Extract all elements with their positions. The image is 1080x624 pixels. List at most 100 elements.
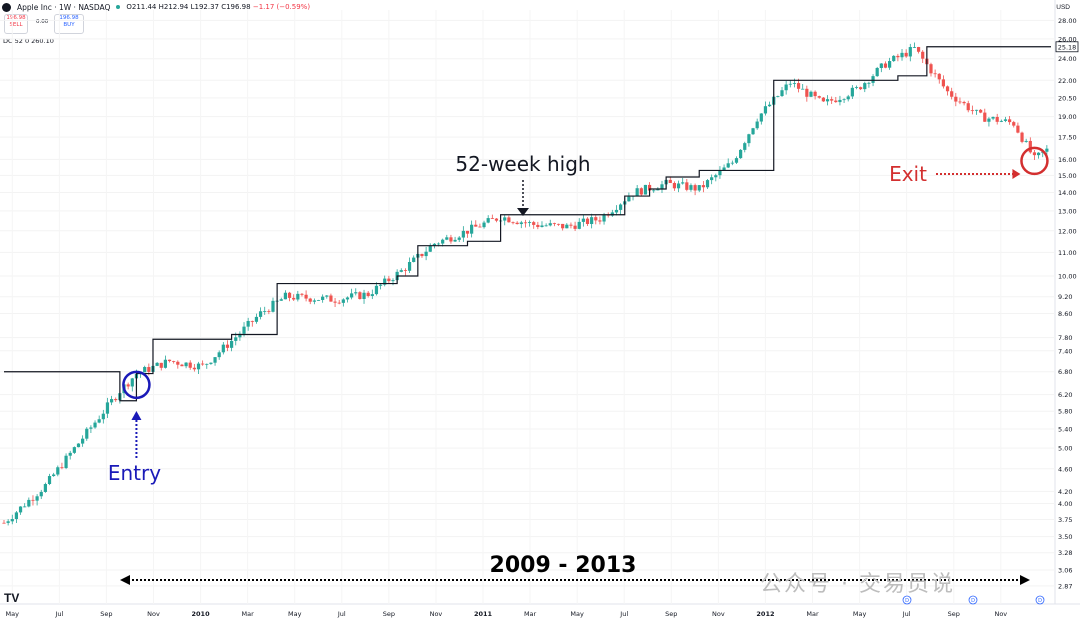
candle-body — [788, 83, 792, 85]
buy-button[interactable]: 196.98 BUY — [54, 14, 84, 34]
candle-body — [387, 278, 391, 282]
candle-body — [594, 217, 598, 221]
candle-body — [172, 361, 176, 362]
candle-body — [676, 183, 681, 189]
y-tick-label: 6.20 — [1058, 391, 1072, 399]
candle-body — [527, 222, 532, 223]
candle-body — [672, 182, 677, 189]
candle-body — [68, 452, 72, 456]
candle-body — [350, 293, 354, 298]
sell-button[interactable]: 196.98 SELL — [4, 14, 28, 34]
x-tick-label: Sep — [948, 610, 960, 618]
candle-body — [383, 278, 387, 285]
candle-body — [188, 362, 192, 368]
candle-body — [701, 185, 705, 188]
candle-body — [52, 474, 56, 477]
candle-body — [109, 399, 114, 403]
candle-body — [267, 311, 271, 312]
x-tick-label: Sep — [100, 610, 112, 618]
y-tick-label: 5.00 — [1058, 445, 1072, 453]
candle-body — [825, 99, 830, 102]
y-tick-label: 13.00 — [1058, 207, 1077, 215]
x-tick-label: Jul — [619, 610, 628, 618]
candle-body — [114, 399, 118, 401]
y-tick-label: 2.87 — [1058, 582, 1072, 590]
currency-label: USD — [1056, 4, 1070, 11]
candle-body — [321, 296, 325, 300]
candle-body — [312, 300, 316, 302]
candle-body — [378, 284, 383, 286]
candle-body — [254, 316, 259, 322]
spread-value: 0.00 — [36, 19, 49, 25]
candle-body — [436, 243, 441, 245]
candle-body — [31, 499, 35, 501]
y-tick-label: 7.80 — [1058, 334, 1072, 342]
candle-body — [283, 292, 288, 300]
candle-body — [370, 294, 374, 296]
candle-body — [908, 47, 912, 57]
candle-body — [796, 83, 801, 89]
candle-body — [962, 101, 966, 104]
candle-body — [23, 506, 27, 508]
y-tick-label: 26.00 — [1058, 35, 1077, 43]
candle-body — [391, 280, 395, 282]
tradingview-logo-icon: TV — [4, 591, 20, 605]
candle-body — [635, 188, 639, 196]
candle-body — [602, 214, 606, 222]
x-tick-label: Jul — [902, 610, 911, 618]
candle-body — [556, 223, 561, 225]
candle-body — [945, 86, 950, 92]
candle-body — [892, 55, 896, 62]
annotation-entry: Entry — [108, 461, 161, 485]
candle-body — [830, 99, 834, 101]
candle-body — [883, 63, 888, 68]
dividend-marker-icon — [1035, 595, 1045, 605]
candle-body — [817, 96, 821, 98]
x-tick-label: May — [570, 610, 584, 618]
candle-body — [10, 519, 14, 522]
candle-body — [126, 384, 130, 387]
candle-body — [668, 179, 672, 183]
y-tick-label: 11.00 — [1058, 249, 1077, 257]
candle-body — [834, 100, 838, 103]
y-tick-label: 7.40 — [1058, 347, 1072, 355]
y-tick-label: 5.80 — [1058, 408, 1072, 416]
candle-body — [842, 99, 846, 101]
candle-body — [904, 52, 908, 57]
candle-body — [292, 297, 296, 300]
candle-body — [780, 90, 784, 96]
candle-body — [155, 362, 159, 366]
candle-body — [490, 218, 494, 219]
candle-body — [536, 224, 540, 228]
candle-body — [358, 292, 362, 299]
candle-body — [718, 170, 722, 176]
candle-body — [341, 299, 345, 303]
candle-body — [569, 224, 573, 226]
candle-body — [805, 88, 809, 97]
candle-body — [221, 344, 225, 353]
last-price-tag-label: 25.18 — [1058, 43, 1077, 51]
candle-body — [304, 294, 308, 299]
donchian-high-line — [4, 46, 1051, 402]
candle-body — [734, 158, 739, 163]
candle-body — [565, 224, 569, 229]
candle-body — [929, 64, 933, 74]
candle-body — [217, 352, 221, 358]
candle-body — [287, 292, 292, 298]
y-tick-label: 3.28 — [1058, 549, 1072, 557]
candle-body — [792, 83, 797, 84]
candle-body — [27, 499, 31, 507]
y-tick-label: 4.60 — [1058, 465, 1072, 473]
candle-body — [937, 73, 941, 80]
candle-body — [722, 167, 726, 171]
candle-body — [813, 91, 817, 97]
x-tick-label: Nov — [994, 610, 1007, 618]
candle-body — [652, 190, 656, 192]
candle-body — [639, 188, 643, 195]
x-tick-label: 2012 — [756, 610, 774, 618]
buy-label: BUY — [63, 22, 75, 28]
candle-body — [610, 212, 614, 216]
candle-body — [1024, 140, 1028, 142]
dividend-marker-icon — [902, 595, 912, 605]
